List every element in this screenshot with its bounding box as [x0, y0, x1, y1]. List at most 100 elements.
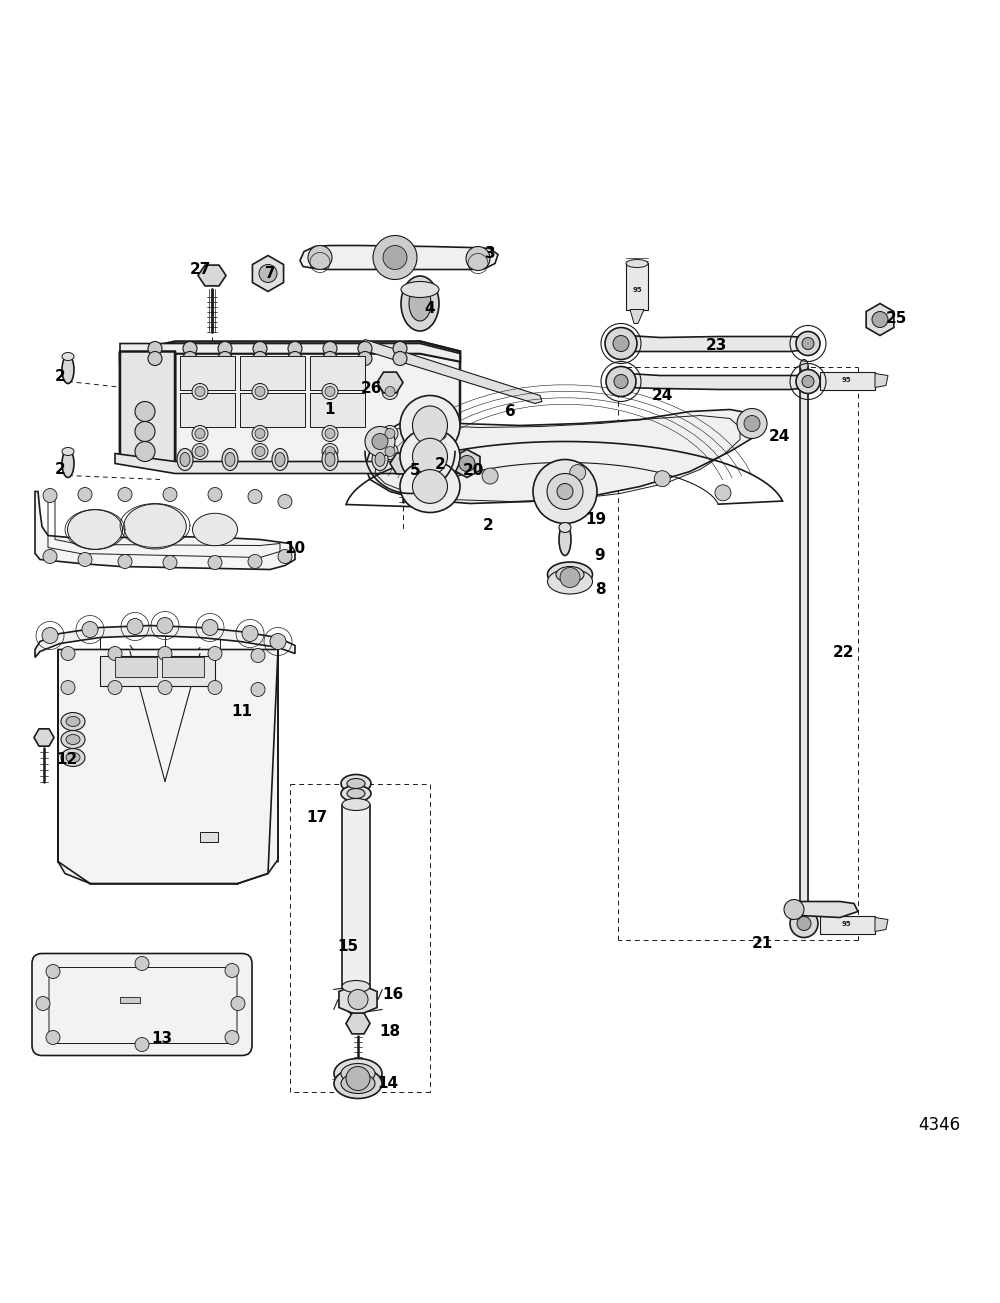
- Bar: [120, 997, 140, 1002]
- Text: 17: 17: [306, 810, 328, 825]
- Text: 2: 2: [435, 457, 445, 472]
- Text: 4: 4: [425, 301, 435, 317]
- Polygon shape: [365, 409, 760, 503]
- Circle shape: [393, 352, 407, 366]
- Circle shape: [278, 550, 292, 563]
- Circle shape: [183, 352, 197, 366]
- Text: 95: 95: [841, 378, 851, 383]
- Circle shape: [372, 434, 388, 450]
- Ellipse shape: [548, 562, 592, 586]
- Ellipse shape: [66, 717, 80, 727]
- Polygon shape: [454, 450, 480, 477]
- Circle shape: [208, 646, 222, 661]
- Bar: [820, 916, 875, 933]
- Polygon shape: [358, 340, 542, 404]
- Text: 24: 24: [768, 429, 790, 444]
- Circle shape: [323, 352, 337, 366]
- Ellipse shape: [409, 285, 431, 321]
- Text: 6: 6: [505, 404, 515, 420]
- Circle shape: [654, 470, 670, 487]
- Circle shape: [606, 366, 636, 396]
- Circle shape: [346, 1066, 370, 1091]
- Circle shape: [383, 245, 407, 270]
- Circle shape: [163, 487, 177, 502]
- Polygon shape: [618, 374, 812, 390]
- Circle shape: [157, 618, 173, 633]
- Circle shape: [382, 426, 398, 442]
- Circle shape: [46, 1031, 60, 1045]
- Circle shape: [613, 335, 629, 352]
- Text: 5: 5: [410, 463, 420, 478]
- Ellipse shape: [62, 353, 74, 361]
- Ellipse shape: [413, 469, 448, 503]
- Circle shape: [547, 473, 583, 509]
- Circle shape: [61, 646, 75, 661]
- Circle shape: [560, 568, 580, 588]
- Ellipse shape: [61, 748, 85, 766]
- Ellipse shape: [68, 509, 122, 550]
- Circle shape: [208, 555, 222, 569]
- Circle shape: [46, 964, 60, 979]
- Ellipse shape: [325, 452, 335, 466]
- Polygon shape: [630, 310, 644, 323]
- Bar: [180, 356, 235, 390]
- Ellipse shape: [559, 524, 571, 555]
- Circle shape: [42, 628, 58, 644]
- Ellipse shape: [341, 774, 371, 792]
- Ellipse shape: [559, 523, 571, 533]
- Text: 95: 95: [841, 920, 851, 926]
- Ellipse shape: [401, 281, 439, 297]
- Polygon shape: [788, 902, 858, 917]
- Bar: [180, 392, 235, 426]
- Text: 24: 24: [651, 388, 673, 403]
- Circle shape: [183, 341, 197, 356]
- Text: 25: 25: [885, 311, 907, 326]
- Circle shape: [385, 447, 395, 456]
- Circle shape: [148, 341, 162, 356]
- Circle shape: [78, 487, 92, 502]
- Ellipse shape: [434, 434, 446, 460]
- Circle shape: [790, 909, 818, 937]
- Bar: [240, 392, 305, 426]
- Circle shape: [382, 443, 398, 460]
- FancyBboxPatch shape: [32, 954, 252, 1055]
- Ellipse shape: [800, 917, 808, 929]
- Ellipse shape: [347, 778, 365, 788]
- Text: 13: 13: [151, 1031, 173, 1046]
- Ellipse shape: [66, 735, 80, 744]
- Bar: [162, 657, 204, 676]
- Circle shape: [253, 352, 267, 366]
- Text: 3: 3: [485, 246, 495, 261]
- Polygon shape: [377, 373, 403, 394]
- Circle shape: [796, 331, 820, 356]
- Polygon shape: [339, 984, 377, 1015]
- Circle shape: [278, 495, 292, 508]
- Text: 9: 9: [595, 549, 605, 563]
- Ellipse shape: [556, 567, 584, 582]
- Polygon shape: [35, 491, 295, 569]
- Circle shape: [231, 997, 245, 1011]
- Polygon shape: [346, 1014, 370, 1033]
- Ellipse shape: [341, 1063, 375, 1084]
- Circle shape: [135, 421, 155, 442]
- Text: 12: 12: [56, 752, 78, 767]
- Circle shape: [482, 468, 498, 483]
- Circle shape: [82, 622, 98, 637]
- Text: 2: 2: [483, 519, 493, 533]
- Circle shape: [365, 426, 395, 456]
- Circle shape: [255, 429, 265, 439]
- Polygon shape: [866, 304, 894, 335]
- Ellipse shape: [177, 448, 193, 470]
- Circle shape: [322, 443, 338, 460]
- Polygon shape: [875, 917, 888, 932]
- Circle shape: [323, 341, 337, 356]
- Text: 4346: 4346: [918, 1115, 960, 1134]
- Polygon shape: [875, 374, 888, 387]
- Text: 11: 11: [232, 704, 252, 719]
- Ellipse shape: [434, 431, 446, 439]
- Text: 95: 95: [632, 287, 642, 292]
- Ellipse shape: [342, 799, 370, 810]
- Circle shape: [322, 426, 338, 442]
- Circle shape: [308, 245, 332, 270]
- Circle shape: [135, 401, 155, 421]
